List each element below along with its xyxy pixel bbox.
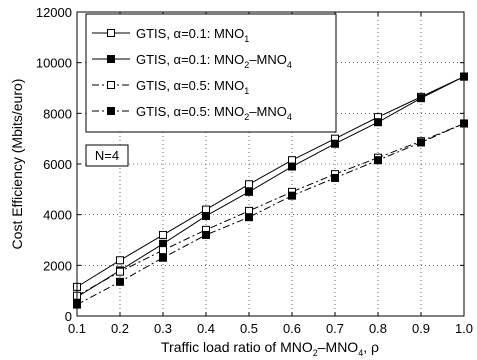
x-axis-title-sub2: 4 (358, 348, 363, 358)
n-annotation-text: N=4 (95, 148, 119, 163)
series-line (76, 123, 465, 297)
legend-entry: GTIS, α=0.5: MNO1 (92, 78, 249, 96)
y-tick-label: 0 (65, 309, 72, 324)
series-line (76, 123, 465, 306)
data-point (116, 277, 124, 286)
x-axis-title-mid: –MNO (318, 339, 359, 355)
ticks-layer: 0.1 0.2 0.3 0.4 0.5 0.6 0.7 0.8 0.9 1.0 0 2000 4000 6… (36, 5, 473, 336)
legend-entry: GTIS, α=0.5: MNO2–MNO4 (92, 104, 292, 122)
x-axis-title-tail: , ρ (363, 339, 379, 355)
y-tick-label: 2000 (43, 258, 72, 273)
legend-marker (107, 81, 115, 89)
data-point (245, 187, 253, 196)
y-tick-label: 10000 (36, 56, 72, 71)
legend-label-part: 4 (287, 112, 292, 122)
data-point (245, 180, 253, 189)
x-tick-label: 1.0 (455, 321, 473, 336)
x-axis-title-sub1: 2 (313, 348, 318, 358)
data-point (159, 246, 167, 255)
x-tick-label: 0.5 (240, 321, 258, 336)
x-tick-label: 0.1 (68, 321, 86, 336)
y-tick-label: 4000 (43, 208, 72, 223)
legend-marker (107, 55, 115, 63)
data-point (202, 230, 210, 239)
legend-label: GTIS, α=0.1: MNO1 (136, 26, 249, 44)
x-tick-label: 0.4 (197, 321, 215, 336)
data-point (417, 138, 425, 147)
x-tick-label: 0.2 (111, 321, 129, 336)
legend-box (85, 13, 337, 133)
data-point (331, 173, 339, 182)
series-line (76, 76, 465, 288)
data-point (116, 267, 124, 276)
x-tick-label: 0.6 (283, 321, 301, 336)
y-tick-label: 6000 (43, 157, 72, 172)
legend-label: GTIS, α=0.5: MNO1 (136, 78, 249, 96)
x-axis-title: Traffic load ratio of MNO2–MNO4, ρ (161, 339, 379, 358)
legend-label-part: 4 (287, 60, 292, 70)
data-point (116, 256, 124, 265)
legend-label-part: 1 (244, 86, 249, 96)
legend-entry: GTIS, α=0.1: MNO2–MNO4 (92, 52, 292, 70)
legend-label-part: GTIS, α=0.5: MNO (136, 104, 244, 119)
data-point (202, 211, 210, 220)
legend-label-part: GTIS, α=0.1: MNO (136, 52, 244, 67)
legend-label-part: 2 (244, 60, 249, 70)
n-annotation-box (85, 144, 129, 167)
legend-label-part: GTIS, α=0.5: MNO (136, 78, 244, 93)
data-point (159, 253, 167, 262)
n-annotation: N=4 (85, 144, 129, 167)
legend-label-part: –MNO (249, 104, 287, 119)
legend-label-part: GTIS, α=0.1: MNO (136, 26, 244, 41)
data-point (417, 94, 425, 103)
legend-marker (107, 107, 115, 115)
data-point (331, 139, 339, 148)
series-4 (73, 119, 468, 309)
data-point (159, 230, 167, 239)
y-tick-label: 12000 (36, 5, 72, 20)
y-tick-label: 8000 (43, 106, 72, 121)
data-point (288, 162, 296, 171)
legend-label-part: 1 (244, 34, 249, 44)
series-3 (73, 119, 468, 300)
x-tick-label: 0.9 (412, 321, 430, 336)
legend-marker (107, 29, 115, 37)
legend-label: GTIS, α=0.1: MNO2–MNO4 (136, 52, 292, 70)
series-line (76, 76, 465, 298)
data-point (288, 191, 296, 200)
x-tick-label: 0.3 (154, 321, 172, 336)
data-point (374, 156, 382, 165)
legend-label-part: 2 (244, 112, 249, 122)
series-layer (73, 72, 468, 309)
legend-entry: GTIS, α=0.1: MNO1 (92, 26, 249, 44)
legend-label-part: –MNO (249, 52, 287, 67)
x-tick-label: 0.8 (369, 321, 387, 336)
legend-label: GTIS, α=0.5: MNO2–MNO4 (136, 104, 292, 122)
data-point (374, 118, 382, 127)
x-axis-title-main: Traffic load ratio of MNO (161, 339, 313, 355)
y-axis-title: Cost Efficiency (Mbits/euro) (9, 79, 25, 250)
x-tick-label: 0.7 (326, 321, 344, 336)
data-point (245, 213, 253, 222)
